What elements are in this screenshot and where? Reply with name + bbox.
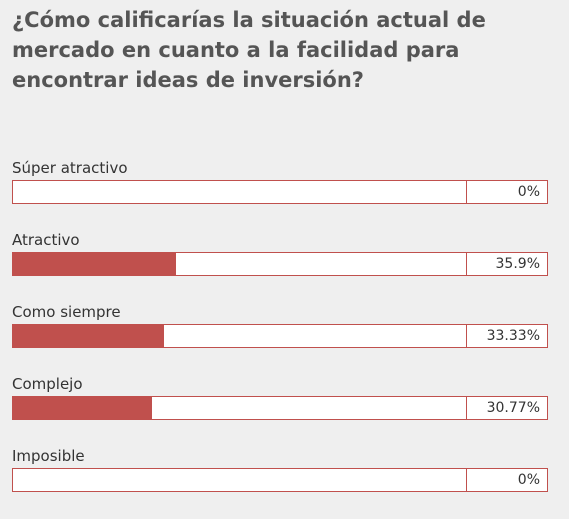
poll-options: Súper atractivo 0% Atractivo 35.9% Como …: [12, 158, 557, 518]
bar-track: [13, 181, 467, 203]
option-label: Complejo: [12, 375, 83, 393]
result-bar: 0%: [12, 180, 548, 204]
percent-value: 30.77%: [486, 400, 540, 416]
result-bar: 0%: [12, 468, 548, 492]
poll-option-complejo: Complejo 30.77%: [12, 374, 557, 446]
option-label: Como siempre: [12, 303, 121, 321]
result-bar: 30.77%: [12, 396, 548, 420]
percent-value: 33.33%: [486, 328, 540, 344]
bar-fill: [13, 397, 153, 419]
percent-value: 35.9%: [495, 256, 540, 272]
option-label: Súper atractivo: [12, 159, 128, 177]
poll-option-atractivo: Atractivo 35.9%: [12, 230, 557, 302]
result-bar: 33.33%: [12, 324, 548, 348]
poll-option-imposible: Imposible 0%: [12, 446, 557, 518]
bar-track: [13, 325, 467, 347]
percent-value: 0%: [517, 184, 540, 200]
percent-value: 0%: [517, 472, 540, 488]
bar-fill: [13, 325, 164, 347]
bar-fill: [13, 253, 176, 275]
poll-question: ¿Cómo calificarías la situación actual d…: [12, 8, 486, 92]
option-label: Atractivo: [12, 231, 80, 249]
bar-track: [13, 469, 467, 491]
bar-track: [13, 253, 467, 275]
option-label: Imposible: [12, 447, 85, 465]
poll-widget: ¿Cómo calificarías la situación actual d…: [12, 0, 557, 492]
result-bar: 35.9%: [12, 252, 548, 276]
bar-track: [13, 397, 467, 419]
poll-option-super-atractivo: Súper atractivo 0%: [12, 158, 557, 230]
poll-option-como-siempre: Como siempre 33.33%: [12, 302, 557, 374]
